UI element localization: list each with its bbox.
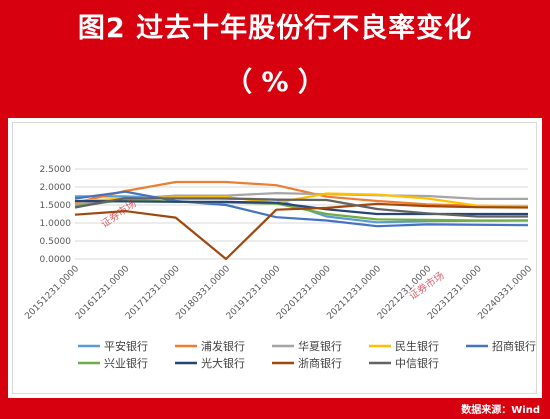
chart-panel: 0.0000 0.5000 1.0000 1.5000 2.0000 2.5000 2015…	[8, 118, 542, 398]
page-subtitle-unit: （ % ）	[225, 67, 325, 98]
data-source: 数据来源：Wind	[461, 405, 540, 416]
y-tick-label: 0.5000	[40, 237, 72, 247]
line-chart: 0.0000 0.5000 1.0000 1.5000 2.0000 2.5000 2015…	[23, 165, 536, 370]
x-tick-label: 20161231.0000	[74, 264, 132, 322]
series-line-9	[74, 197, 528, 218]
x-tick-label: 20201231.0000	[275, 264, 333, 322]
y-tick-label: 1.0000	[40, 219, 72, 229]
chart-border	[12, 122, 537, 394]
x-tick-label: 20171231.0000	[124, 264, 182, 322]
x-tick-label: 20191231.0000	[225, 264, 283, 322]
legend-label-1: 平安银行	[104, 339, 148, 353]
legend-label-9: 中信银行	[395, 356, 439, 370]
legend-label-7: 光大银行	[201, 356, 245, 370]
y-tick-label: 2.5000	[40, 165, 72, 175]
legend-label-8: 浙商银行	[298, 356, 342, 370]
legend-label-6: 兴业银行	[104, 356, 148, 370]
x-tick-label: 20231231.0000	[426, 264, 484, 322]
legend-label-2: 浦发银行	[201, 339, 245, 353]
y-tick-label: 2.0000	[40, 183, 72, 193]
series-line-8	[74, 202, 529, 261]
legend-label-3: 华夏银行	[298, 339, 342, 353]
legend-label-5: 招商银行	[492, 339, 536, 353]
y-tick-label: 1.5000	[40, 201, 72, 211]
x-tick-label: 20240331.0000	[476, 264, 534, 322]
legend-label-4: 民生银行	[395, 339, 439, 353]
x-tick-label: 20180331.0000	[174, 264, 232, 322]
series-line-5	[74, 190, 529, 228]
x-tick-label: 20211231.0000	[325, 264, 383, 322]
y-tick-label: 0.0000	[40, 255, 72, 265]
page-title: 图2 过去十年股份行不良率变化	[77, 13, 473, 44]
x-tick-label: 20151231.0000	[23, 264, 81, 322]
series-line-2	[74, 180, 529, 208]
